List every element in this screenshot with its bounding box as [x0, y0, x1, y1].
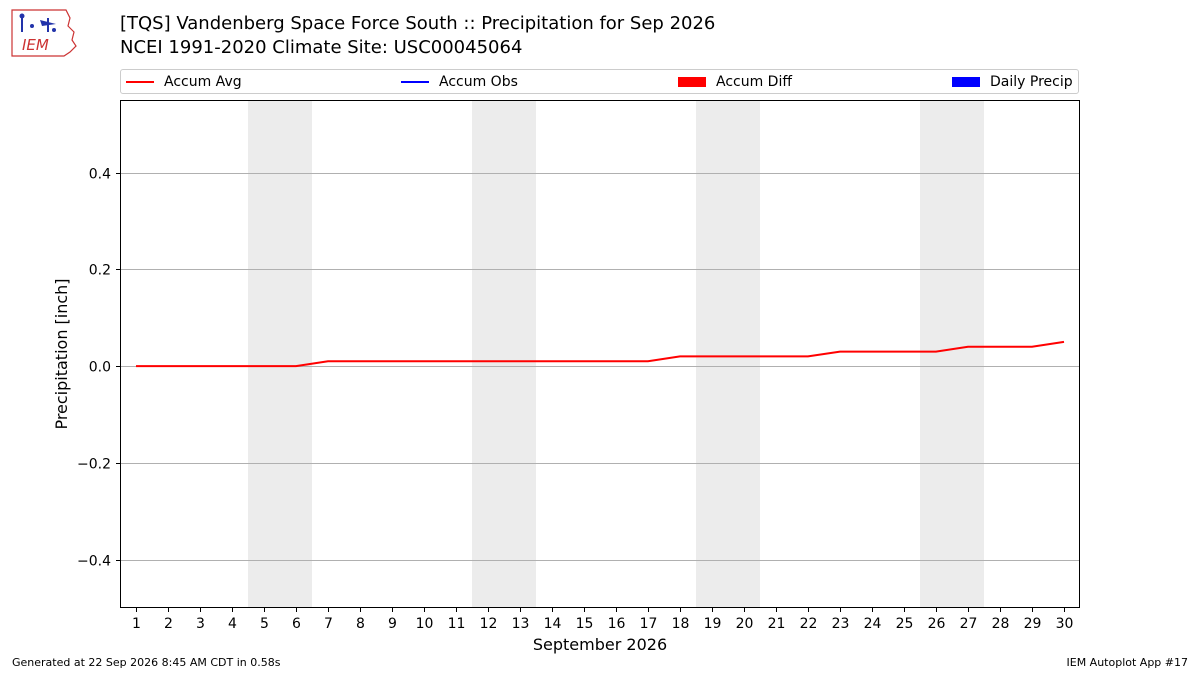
iem-logo: IEM: [8, 6, 82, 60]
x-tick-label: 15: [576, 616, 594, 632]
x-tick-label: 6: [292, 616, 301, 632]
x-tick-label: 26: [928, 616, 946, 632]
weekend-shade: [248, 100, 312, 608]
y-tick-label: −0.4: [77, 554, 111, 570]
legend-label: Accum Avg: [164, 73, 242, 90]
x-tick-label: 27: [960, 616, 978, 632]
weekend-shade: [920, 100, 984, 608]
x-tick-label: 24: [864, 616, 882, 632]
y-tick-label: 0.4: [89, 167, 111, 183]
y-tick-label: −0.2: [77, 457, 111, 473]
legend: Accum Avg Accum Obs Accum Diff Daily Pre…: [120, 69, 1079, 94]
legend-label: Accum Obs: [439, 73, 518, 90]
x-tick-label: 16: [608, 616, 626, 632]
y-tick-label: 0.2: [89, 263, 111, 279]
series-line-accum-avg: [136, 340, 1065, 368]
x-tick-label: 9: [388, 616, 397, 632]
legend-swatch-accum-avg: [126, 80, 154, 83]
x-tick-label: 10: [416, 616, 434, 632]
weekend-shade: [696, 100, 760, 608]
legend-label: Accum Diff: [716, 73, 793, 90]
chart-subtitle: NCEI 1991-2020 Climate Site: USC00045064: [120, 37, 523, 58]
x-tick-label: 22: [800, 616, 818, 632]
x-axis-label: September 2026: [533, 635, 667, 654]
x-tick-label: 18: [672, 616, 690, 632]
x-tick-label: 19: [704, 616, 722, 632]
chart-title: [TQS] Vandenberg Space Force South :: Pr…: [120, 13, 716, 34]
x-tick-label: 2: [164, 616, 173, 632]
autoplot-app-id: IEM Autoplot App #17: [1066, 656, 1189, 669]
x-tick-label: 30: [1056, 616, 1074, 632]
x-tick-label: 25: [896, 616, 914, 632]
logo-text: IEM: [22, 36, 49, 54]
legend-swatch-accum-obs: [401, 80, 429, 83]
x-tick-label: 21: [768, 616, 786, 632]
y-axis-label: Precipitation [inch]: [52, 278, 71, 429]
x-tick-label: 20: [736, 616, 754, 632]
x-tick-label: 14: [544, 616, 562, 632]
legend-item-accum-diff: Accum Diff: [678, 70, 792, 93]
x-tick-label: 4: [228, 616, 237, 632]
x-tick-label: 1: [132, 616, 141, 632]
x-tick-label: 7: [324, 616, 333, 632]
x-tick-label: 3: [196, 616, 205, 632]
x-tick-label: 23: [832, 616, 850, 632]
y-tick-label: 0.0: [89, 360, 111, 376]
legend-swatch-accum-diff: [678, 76, 706, 87]
generated-timestamp: Generated at 22 Sep 2026 8:45 AM CDT in …: [12, 656, 281, 669]
x-tick-label: 28: [992, 616, 1010, 632]
legend-item-daily-precip: Daily Precip: [952, 70, 1073, 93]
x-tick-label: 11: [448, 616, 466, 632]
x-tick-label: 12: [480, 616, 498, 632]
legend-swatch-daily-precip: [952, 76, 980, 87]
weekend-shade: [472, 100, 536, 608]
legend-item-accum-obs: Accum Obs: [401, 70, 518, 93]
x-tick-label: 8: [356, 616, 365, 632]
x-tick-label: 17: [640, 616, 658, 632]
plot-frame: [120, 100, 1080, 608]
x-tick-label: 29: [1024, 616, 1042, 632]
legend-item-accum-avg: Accum Avg: [126, 70, 242, 93]
x-tick-label: 5: [260, 616, 269, 632]
x-tick-label: 13: [512, 616, 530, 632]
legend-label: Daily Precip: [990, 73, 1073, 90]
